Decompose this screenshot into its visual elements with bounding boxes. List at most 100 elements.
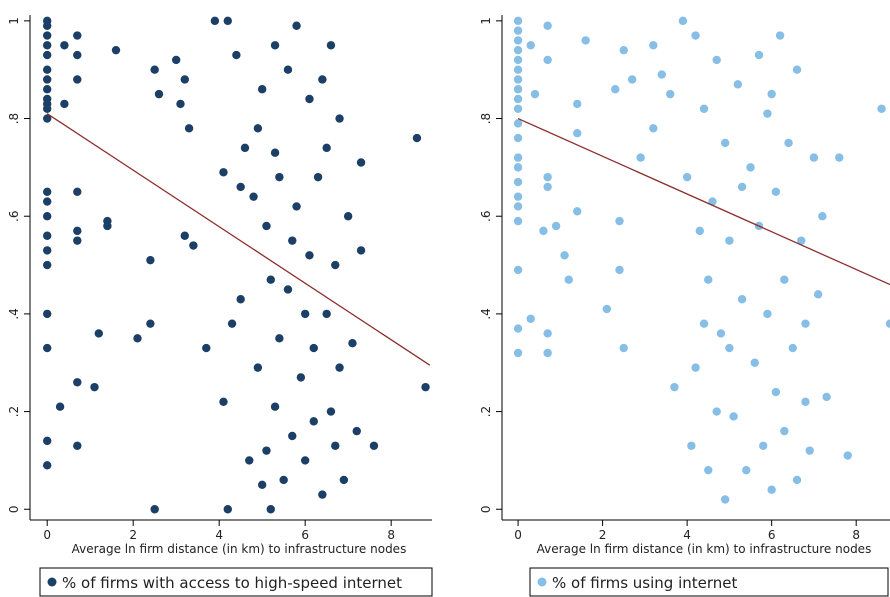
point xyxy=(245,456,254,465)
point xyxy=(42,436,52,446)
point xyxy=(150,505,159,514)
point xyxy=(232,50,241,60)
x-tick-label: 6 xyxy=(301,528,309,542)
point xyxy=(42,65,52,74)
point xyxy=(42,85,52,94)
point xyxy=(716,329,726,338)
point xyxy=(813,290,823,299)
point xyxy=(176,99,185,109)
point xyxy=(335,114,344,123)
point xyxy=(513,153,523,162)
x-tick-label: 4 xyxy=(215,528,223,542)
point xyxy=(513,104,523,113)
point xyxy=(788,343,797,353)
point xyxy=(619,343,628,353)
point xyxy=(202,343,211,353)
point xyxy=(666,89,675,99)
point xyxy=(526,41,535,50)
point xyxy=(649,41,658,50)
y-tick-label: 1 xyxy=(479,17,493,25)
y-tick-label: .2 xyxy=(479,406,493,417)
point xyxy=(73,31,82,40)
point xyxy=(678,16,688,26)
point xyxy=(180,231,189,240)
point xyxy=(771,187,781,196)
point xyxy=(513,26,523,35)
legend-box xyxy=(39,567,433,597)
point xyxy=(331,441,340,450)
point xyxy=(564,275,573,284)
point xyxy=(318,75,327,84)
point xyxy=(725,236,734,245)
point xyxy=(627,75,637,84)
point xyxy=(266,505,275,514)
y-tick-label: 0 xyxy=(7,505,21,513)
point xyxy=(805,446,814,455)
point xyxy=(530,89,540,99)
point xyxy=(300,309,310,319)
point xyxy=(223,16,232,26)
point xyxy=(90,382,99,392)
point xyxy=(615,265,624,275)
point xyxy=(619,45,628,55)
point xyxy=(835,153,844,162)
point xyxy=(42,461,52,470)
point xyxy=(712,407,721,416)
point xyxy=(42,75,52,84)
point xyxy=(257,480,267,490)
point xyxy=(288,431,297,441)
point xyxy=(322,143,331,153)
point xyxy=(305,251,314,260)
point xyxy=(180,75,189,84)
point xyxy=(543,21,552,30)
x-tick-label: 4 xyxy=(683,528,691,542)
point xyxy=(877,104,886,113)
point xyxy=(513,55,523,65)
point xyxy=(725,343,734,353)
point xyxy=(283,285,293,294)
point xyxy=(326,41,336,50)
point xyxy=(300,456,310,465)
point xyxy=(759,441,768,450)
point xyxy=(257,85,267,94)
point xyxy=(885,319,890,328)
point xyxy=(60,41,69,50)
point xyxy=(352,426,361,436)
point xyxy=(573,128,582,138)
point xyxy=(210,16,220,26)
point xyxy=(103,221,112,231)
point xyxy=(513,45,523,55)
point xyxy=(737,182,747,192)
point xyxy=(801,397,810,407)
point xyxy=(513,192,523,201)
point xyxy=(763,309,772,319)
point xyxy=(513,177,523,187)
point xyxy=(42,41,52,50)
point xyxy=(266,275,275,284)
point xyxy=(513,348,523,358)
point xyxy=(42,104,52,113)
point xyxy=(767,485,776,494)
point xyxy=(720,495,730,504)
legend-marker xyxy=(537,577,547,587)
point xyxy=(763,109,772,118)
point xyxy=(670,382,679,392)
point xyxy=(73,378,82,387)
point xyxy=(369,441,379,450)
point xyxy=(275,172,284,182)
point xyxy=(111,45,121,55)
point xyxy=(335,363,344,372)
x-tick-label: 2 xyxy=(129,528,137,542)
point xyxy=(146,319,155,328)
x-tick-label: 8 xyxy=(387,528,395,542)
y-tick-label: .2 xyxy=(7,406,21,417)
point xyxy=(754,50,764,60)
point xyxy=(42,260,52,270)
point xyxy=(60,99,69,109)
point xyxy=(253,124,263,133)
point xyxy=(322,309,331,319)
point xyxy=(339,475,349,485)
point xyxy=(649,124,658,133)
point xyxy=(42,246,52,255)
